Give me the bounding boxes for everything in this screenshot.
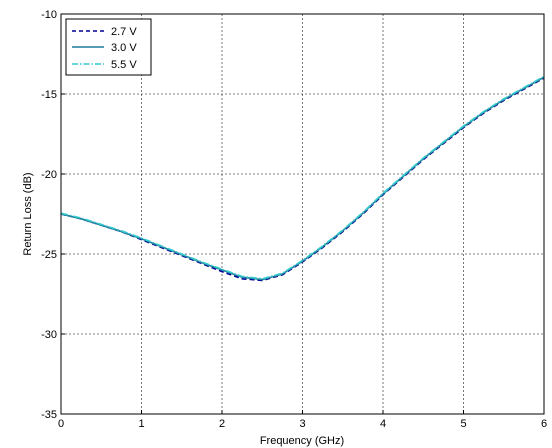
x-axis-label: Frequency (GHz) [260,435,344,447]
legend-label-3-0v: 3.0 V [111,42,137,54]
x-tick-label: 2 [219,418,225,430]
legend: 2.7 V 3.0 V 5.5 V [65,18,152,76]
y-tick-label: -10 [41,9,57,21]
x-tick-label: 1 [138,418,144,430]
series-line-2 [60,75,545,280]
series-layer [60,75,545,282]
x-tick-label: 4 [380,418,386,430]
x-axis-ticks: 0 1 2 3 4 5 6 [58,410,547,430]
legend-label-2-7v: 2.7 V [111,26,137,38]
y-axis-ticks: -10 -15 -20 -25 -30 -35 [41,9,65,421]
y-tick-label: -15 [41,89,57,101]
legend-label-5-5v: 5.5 V [111,59,137,71]
y-tick-label: -25 [41,249,57,261]
grid-lines [61,14,544,414]
x-tick-label: 6 [541,418,547,430]
y-tick-label: -35 [41,409,57,421]
x-tick-label: 5 [460,418,466,430]
y-tick-label: -30 [41,329,57,341]
x-tick-label: 0 [58,418,64,430]
y-axis-label: Return Loss (dB) [22,172,34,255]
x-tick-label: 3 [299,418,305,430]
y-tick-label: -20 [41,169,57,181]
